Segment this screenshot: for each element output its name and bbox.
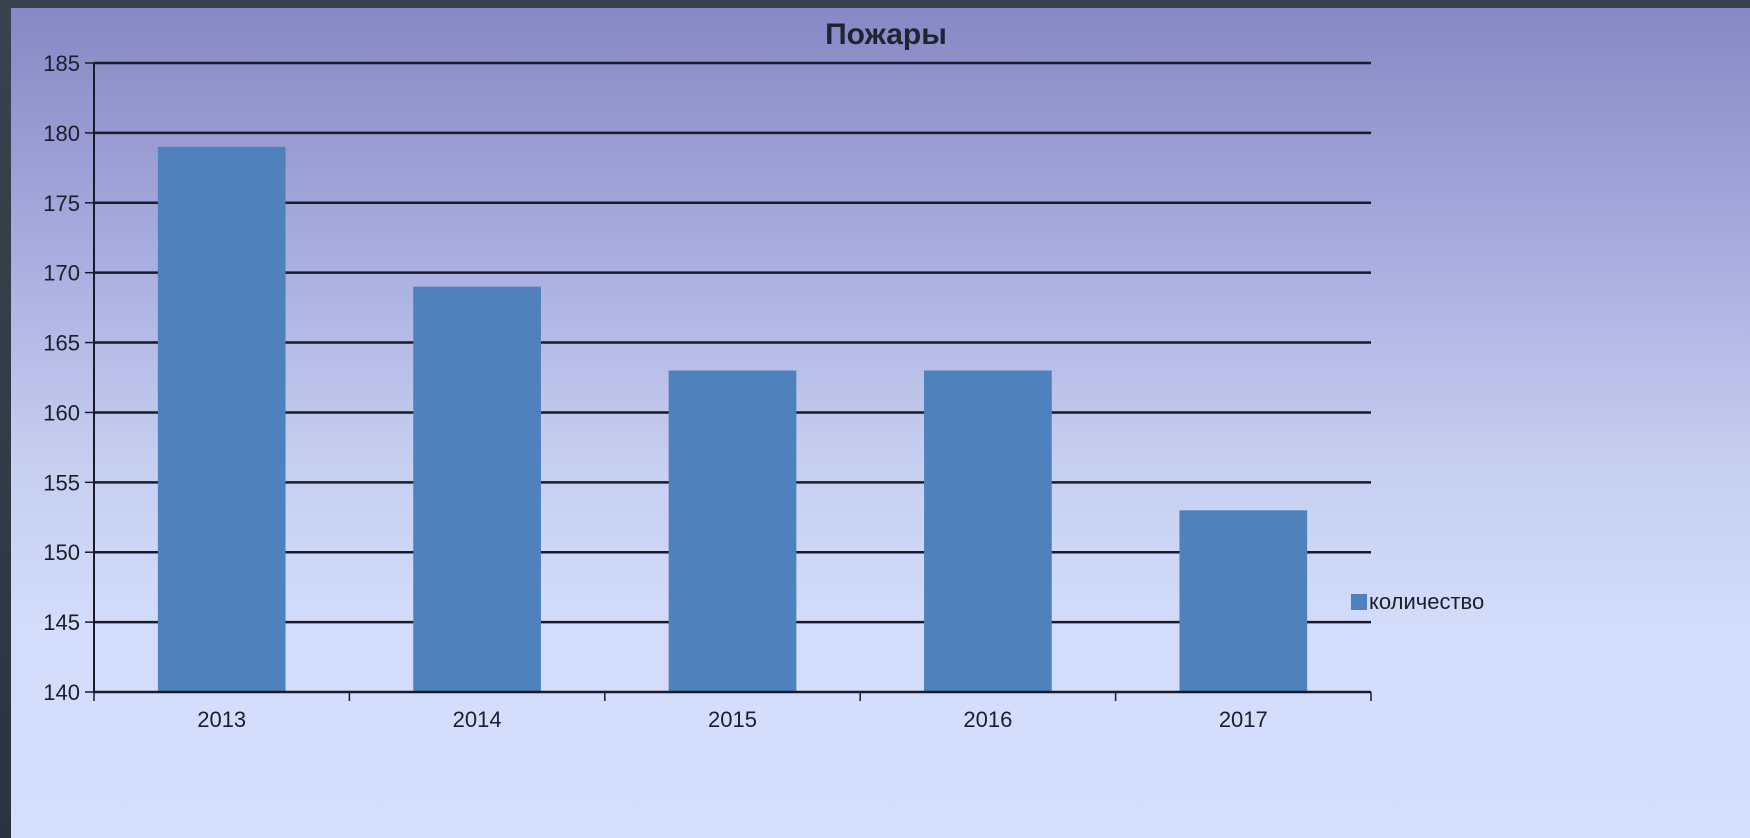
x-axis-ticks: 2013 2014 2015 2016 2017 (93, 692, 1372, 732)
y-tick-label: 185 (43, 51, 80, 76)
x-tick-label: 2017 (1219, 707, 1268, 732)
y-tick-label: 145 (43, 610, 80, 635)
gridlines (94, 61, 1371, 624)
y-tick-label: 175 (43, 191, 80, 216)
y-tick-label: 155 (43, 470, 80, 495)
bar-2013 (157, 146, 286, 692)
x-tick-label: 2013 (197, 707, 246, 732)
legend-swatch (1351, 594, 1367, 610)
bars (157, 146, 1308, 692)
bar-2014 (413, 286, 541, 692)
y-tick-label: 140 (43, 680, 80, 705)
y-axis-ticks: 140 145 150 155 160 165 170 175 180 185 (43, 51, 94, 705)
y-tick-label: 150 (43, 540, 80, 565)
y-tick-label: 160 (43, 400, 80, 425)
legend: количество (1351, 589, 1484, 614)
x-tick-label: 2014 (453, 707, 502, 732)
chart-panel: Пожары 140 145 150 155 160 165 170 175 180 185 20… (11, 8, 1750, 838)
bar-chart: Пожары 140 145 150 155 160 165 170 175 180 185 20… (43, 18, 1484, 732)
bar-2017 (1179, 510, 1308, 692)
bar-2015 (668, 370, 797, 692)
legend-label: количество (1369, 589, 1484, 614)
bar-2016 (924, 370, 1052, 692)
axes (93, 63, 1371, 694)
chart-title: Пожары (825, 18, 947, 51)
y-tick-label: 170 (43, 261, 80, 286)
y-tick-label: 180 (43, 121, 80, 146)
x-tick-label: 2015 (708, 707, 757, 732)
y-tick-label: 165 (43, 331, 80, 356)
x-tick-label: 2016 (963, 707, 1012, 732)
